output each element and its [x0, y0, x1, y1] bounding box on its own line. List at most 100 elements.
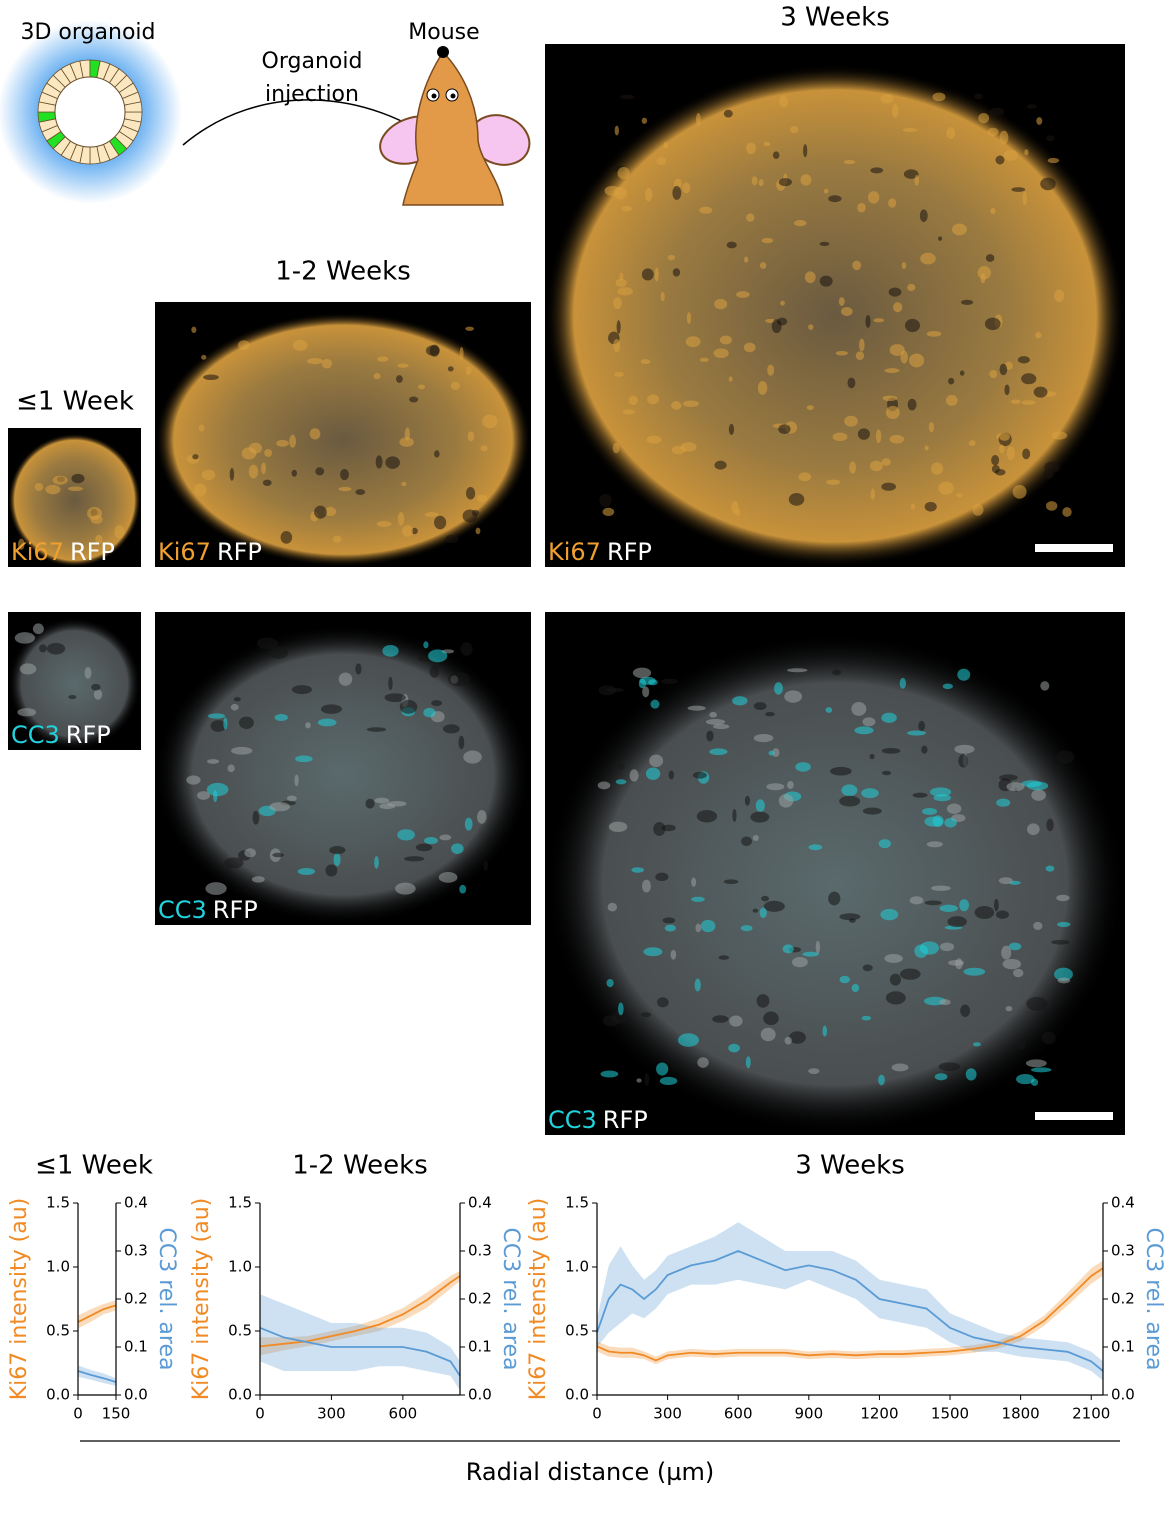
y2-tick-label: 0.4: [468, 1194, 492, 1212]
texture: [800, 174, 812, 186]
texture: [280, 531, 293, 544]
texture: [792, 956, 808, 968]
texture: [613, 339, 621, 353]
texture: [52, 475, 68, 485]
texture: [888, 198, 897, 208]
texture: [418, 384, 426, 390]
texture: [206, 782, 229, 797]
texture: [640, 359, 651, 365]
texture: [1062, 507, 1072, 517]
texture: [264, 448, 273, 457]
texture: [680, 442, 697, 452]
texture: [621, 205, 633, 212]
texture: [256, 637, 278, 650]
texture: [861, 788, 879, 799]
texture: [648, 679, 658, 686]
texture: [231, 746, 253, 755]
schematic: 3D organoid Organoid injection Mouse: [0, 20, 531, 206]
texture: [397, 512, 405, 526]
texture: [728, 376, 733, 382]
texture: [1026, 996, 1048, 1011]
texture: [629, 769, 639, 782]
texture: [375, 455, 383, 469]
texture: [1033, 386, 1048, 398]
texture: [745, 1056, 751, 1069]
texture: [903, 169, 919, 179]
texture: [205, 882, 227, 895]
texture: [752, 908, 759, 913]
texture: [697, 1057, 709, 1068]
texture: [663, 141, 669, 149]
texture: [924, 900, 942, 906]
texture: [262, 479, 272, 486]
texture: [779, 95, 789, 108]
texture: [317, 718, 337, 727]
texture: [852, 260, 862, 271]
texture: [694, 978, 701, 992]
texture: [945, 394, 958, 406]
texture: [438, 871, 458, 883]
texture: [851, 983, 860, 993]
texture: [843, 160, 856, 165]
texture: [884, 953, 903, 963]
texture: [71, 473, 85, 484]
micrograph-content: [545, 612, 1125, 1135]
texture: [1016, 1039, 1026, 1050]
texture: [699, 206, 713, 214]
texture: [333, 852, 341, 867]
texture: [802, 951, 819, 957]
y-tick-label: 0.0: [565, 1386, 589, 1404]
texture: [808, 324, 814, 330]
texture: [907, 283, 916, 292]
texture: [660, 291, 665, 302]
texture: [832, 432, 848, 442]
series-line: [259, 1275, 461, 1348]
texture: [649, 754, 664, 768]
texture: [186, 775, 201, 785]
texture: [434, 515, 447, 530]
texture: [1045, 501, 1058, 511]
texture: [881, 747, 901, 754]
texture: [646, 435, 662, 444]
texture: [859, 338, 865, 352]
texture: [74, 725, 82, 732]
texture: [1026, 104, 1037, 109]
micrograph: Ki67 RFP: [545, 44, 1125, 567]
y-tick-label: 1.0: [565, 1258, 589, 1276]
x-tick-label: 150: [102, 1405, 131, 1423]
texture: [1051, 939, 1070, 945]
texture: [719, 335, 732, 345]
texture: [958, 754, 969, 768]
texture: [93, 689, 103, 700]
texture: [839, 795, 861, 807]
texture: [409, 396, 419, 403]
texture: [840, 306, 853, 316]
column-heading: 3 Weeks: [780, 3, 890, 33]
column-heading: ≤1 Week: [16, 387, 134, 417]
y-axis-label: Ki67 intensity (au): [7, 1198, 32, 1401]
texture: [653, 821, 666, 836]
texture: [1041, 1031, 1056, 1045]
texture: [1036, 117, 1043, 125]
texture: [999, 363, 1008, 376]
micrograph-label: CC3 RFP: [158, 896, 258, 924]
texture: [972, 503, 984, 516]
texture: [600, 1070, 619, 1078]
texture: [291, 685, 312, 695]
texture: [957, 668, 971, 681]
x-tick-label: 1500: [931, 1405, 969, 1423]
texture: [743, 342, 756, 353]
texture: [687, 705, 706, 711]
texture: [463, 750, 482, 764]
x-axis-label: Radial distance (µm): [466, 1458, 714, 1486]
texture: [14, 632, 36, 644]
x-tick-label: 1800: [1002, 1405, 1040, 1423]
texture: [830, 766, 852, 776]
y2-tick-label: 0.3: [1111, 1242, 1135, 1260]
texture: [1010, 399, 1021, 404]
texture: [893, 302, 903, 313]
texture: [91, 683, 101, 691]
texture: [201, 469, 216, 481]
texture: [696, 810, 718, 823]
